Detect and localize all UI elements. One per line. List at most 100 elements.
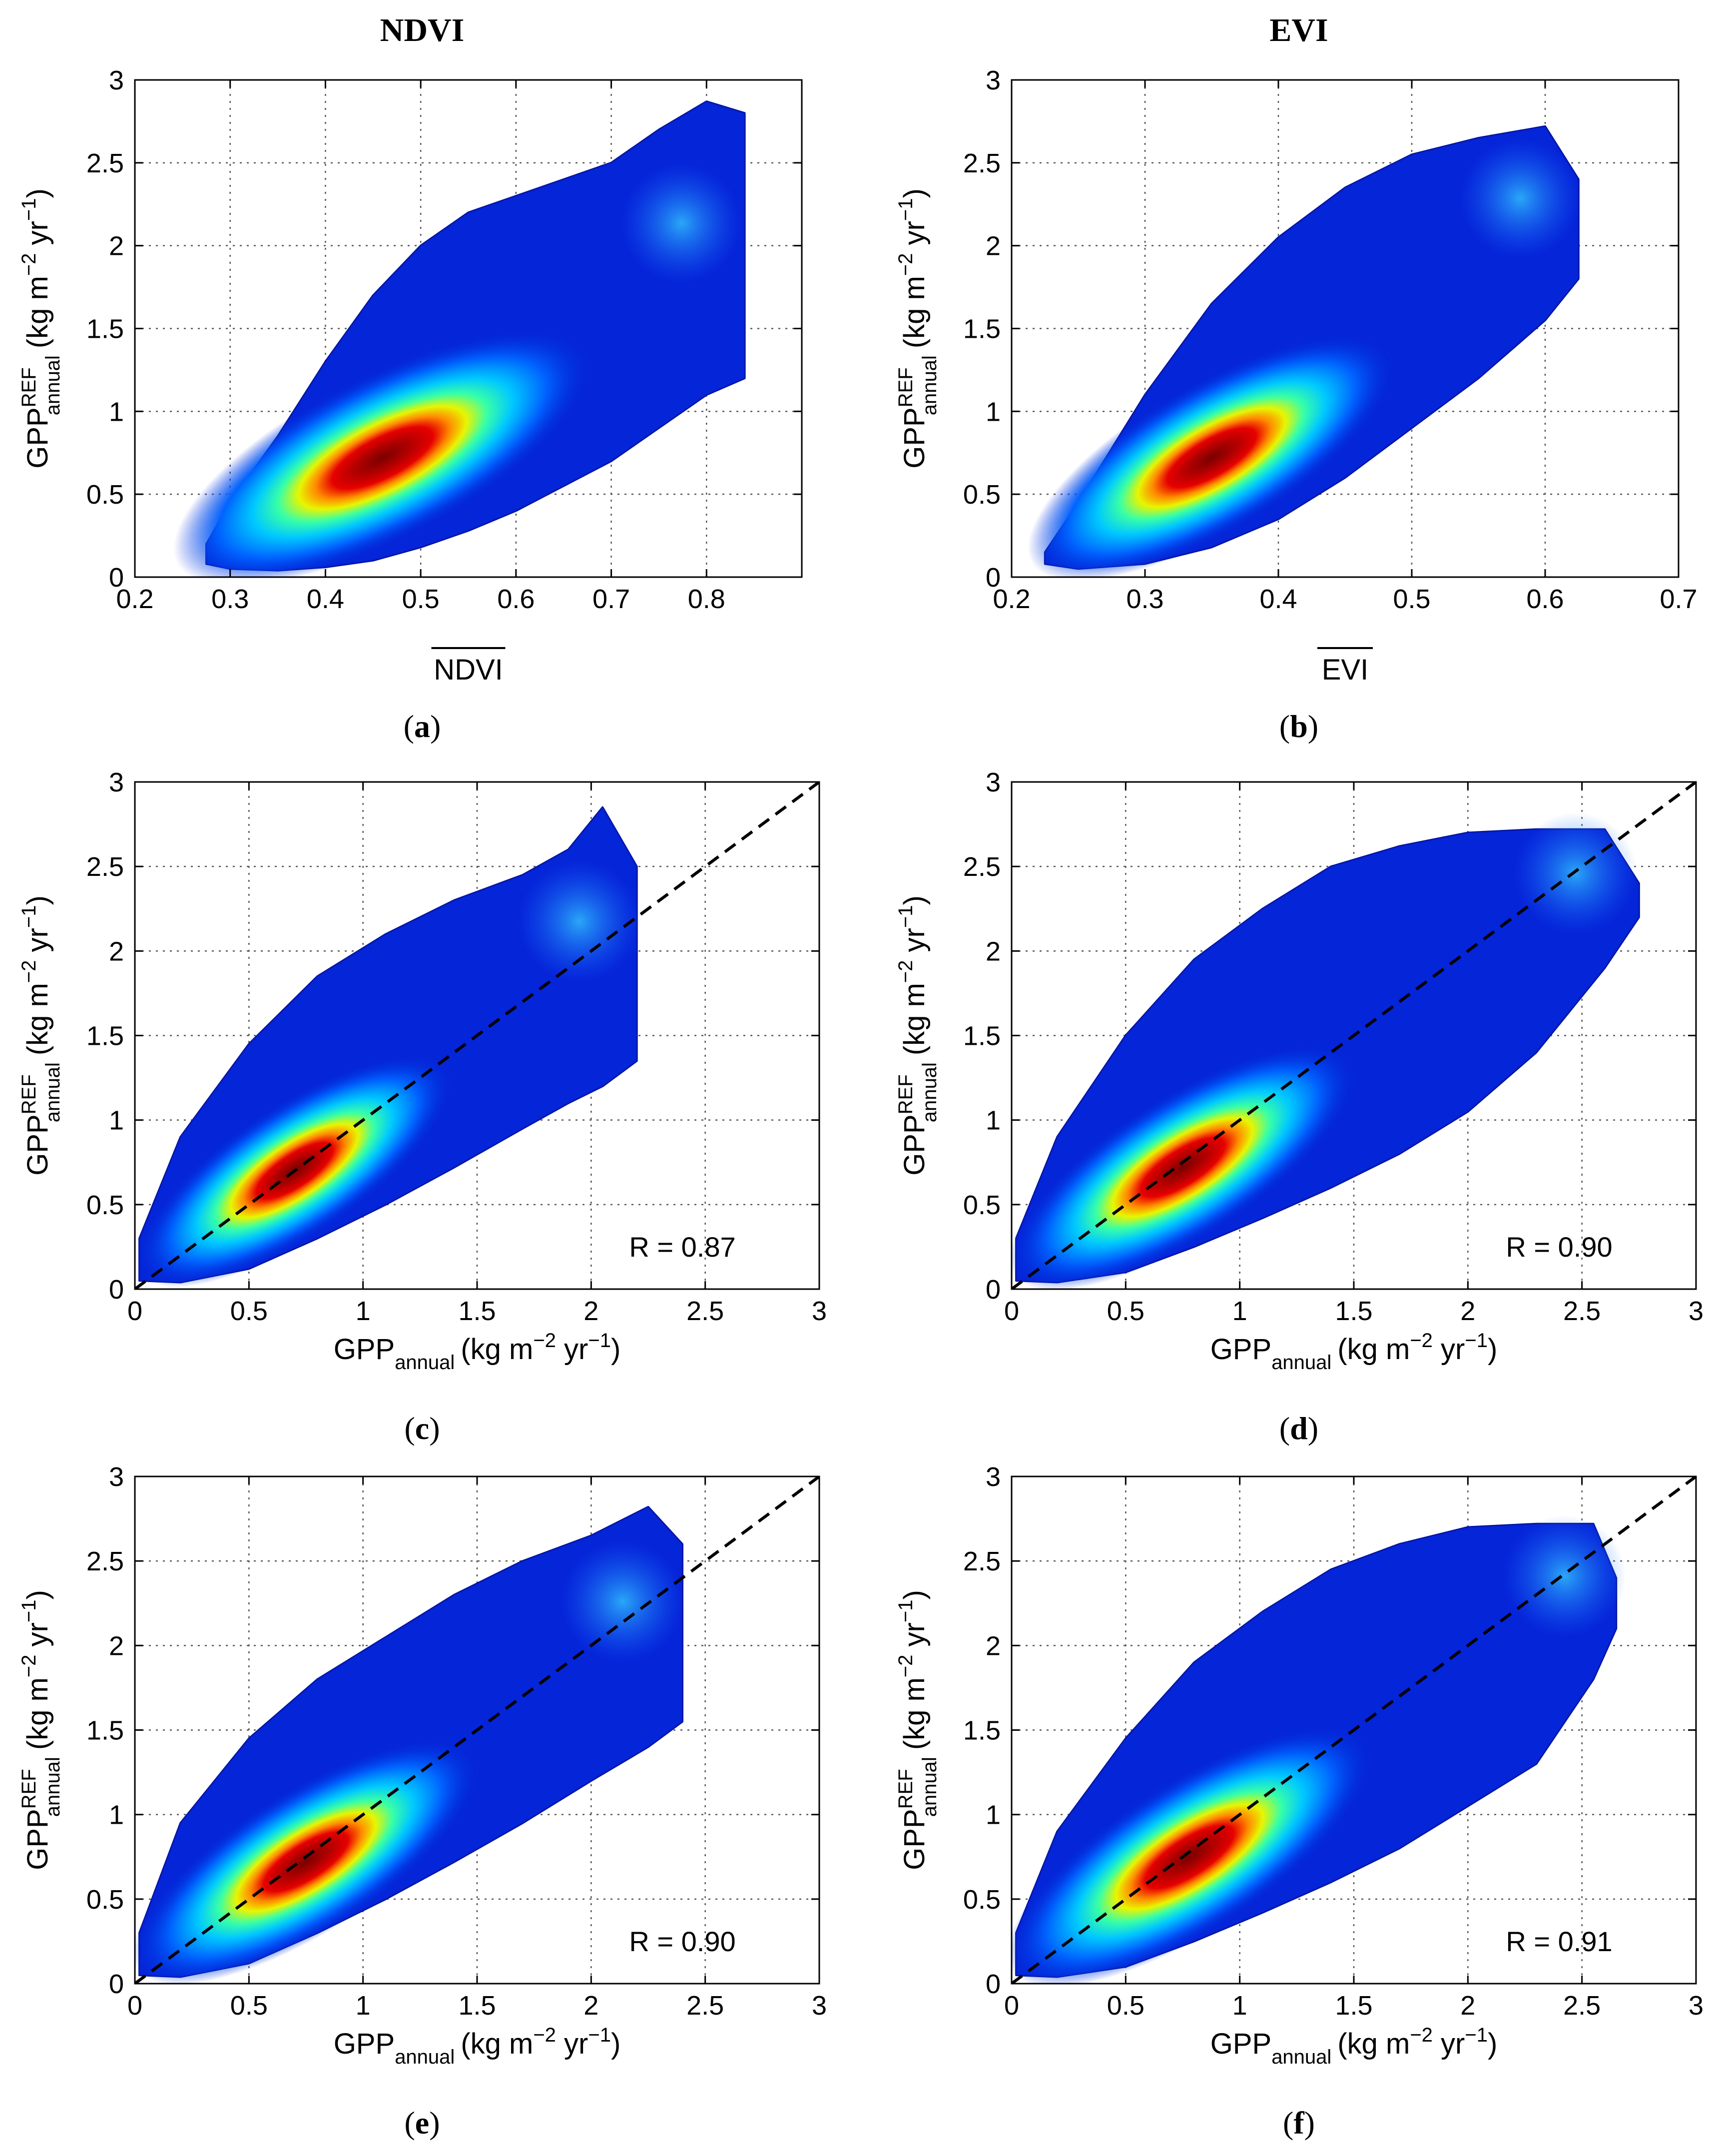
y-tick-label: 1.5 xyxy=(963,1716,1001,1746)
x-tick-label: 1.5 xyxy=(1335,1991,1372,2021)
y-tick-label: 1.5 xyxy=(86,314,124,344)
correlation-label: R = 0.90 xyxy=(1506,1231,1612,1263)
x-tick-label: 0.6 xyxy=(497,584,535,614)
y-tick-label: 0.5 xyxy=(86,1885,124,1915)
x-tick-label: 0 xyxy=(1004,1991,1019,2021)
panel-f: 0 0.5 1 1.5 2 2.5 3 0 0.5 1 1.5 2 2.5 3 GPPREF annual(k… xyxy=(895,1462,1704,2141)
one-to-one-line xyxy=(135,782,819,1289)
one-to-one-line xyxy=(135,1476,819,1984)
y-tick-label: 3 xyxy=(109,1462,124,1492)
x-tick-label: 1 xyxy=(356,1991,371,2021)
y-tick-label: 2 xyxy=(986,1631,1001,1661)
x-tick-label: 2.5 xyxy=(686,1296,724,1326)
x-tick-label: 0.2 xyxy=(116,584,153,614)
x-tick-label: 1.5 xyxy=(1335,1296,1372,1326)
x-tick-label: 2 xyxy=(1460,1296,1475,1326)
x-tick-label: 0 xyxy=(127,1296,142,1326)
y-tick-label: 1.5 xyxy=(963,1021,1001,1051)
y-tick-label: 0 xyxy=(109,563,124,593)
x-tick-label: 0.4 xyxy=(307,584,344,614)
panel-caption: (c) xyxy=(404,1411,440,1446)
density-cloud xyxy=(135,1505,684,1984)
y-tick-label: 2 xyxy=(109,1631,124,1661)
y-tick-label: 0.5 xyxy=(86,480,124,510)
y-tick-label: 1 xyxy=(986,1106,1001,1136)
density-core xyxy=(1012,1726,1373,1984)
y-tick-label: 1 xyxy=(109,1106,124,1136)
x-tick-label: 0.5 xyxy=(230,1991,268,2021)
x-tick-label: 0.5 xyxy=(1393,584,1430,614)
x-tick-label: 0 xyxy=(1004,1296,1019,1326)
x-tick-label: 1.5 xyxy=(458,1296,496,1326)
one-to-one-line xyxy=(1012,1476,1696,1984)
x-axis-label: GPPannual (kg m−2 yr−1) xyxy=(334,1330,621,1374)
y-tick-label: 0 xyxy=(109,1275,124,1305)
y-tick-label: 0 xyxy=(986,1275,1001,1305)
ticks: 0 0.5 1 1.5 2 2.5 3 0 0.5 1 1.5 2 2.5 3 xyxy=(86,1462,827,2021)
x-tick-label: 1.5 xyxy=(458,1991,496,2021)
panel-a: 0.2 0.3 0.4 0.5 0.6 0.7 0.8 0 0.5 1 1.5 2 2.5 3 GPPREF… xyxy=(18,65,803,744)
density-hotspot xyxy=(621,163,742,283)
y-tick-label: 0 xyxy=(109,1969,124,1999)
y-tick-label: 0.5 xyxy=(86,1190,124,1220)
y-tick-label: 1 xyxy=(109,1800,124,1830)
panel-b: 0.2 0.3 0.4 0.5 0.6 0.7 0 0.5 1 1.5 2 2.5 3 GPPREF ann… xyxy=(895,65,1698,744)
ticks: 0 0.5 1 1.5 2 2.5 3 0 0.5 1 1.5 2 2.5 3 xyxy=(963,1462,1704,2021)
ticks: 0 0.5 1 1.5 2 2.5 3 0 0.5 1 1.5 2 2.5 3 xyxy=(963,767,1704,1326)
x-tick-label: 2.5 xyxy=(1563,1296,1601,1326)
x-tick-label: 3 xyxy=(1689,1296,1704,1326)
density-core xyxy=(1028,334,1396,577)
x-tick-label: 0.2 xyxy=(993,584,1030,614)
density-cloud xyxy=(173,100,746,577)
density-hotspot xyxy=(561,1540,684,1663)
y-tick-label: 0 xyxy=(986,1969,1001,1999)
panel-caption: (e) xyxy=(404,2105,440,2141)
x-tick-label: 2 xyxy=(583,1991,598,2021)
y-tick-label: 3 xyxy=(986,767,1001,797)
y-tick-label: 1.5 xyxy=(86,1021,124,1051)
y-tick-label: 2.5 xyxy=(86,148,124,178)
x-tick-label: 2 xyxy=(583,1296,598,1326)
x-tick-label: 0.5 xyxy=(230,1296,268,1326)
y-tick-label: 3 xyxy=(986,65,1001,95)
x-tick-label: 0.7 xyxy=(592,584,630,614)
y-axis-label: GPPREF annual(kg m−2 yr−1) xyxy=(18,1590,64,1870)
y-tick-label: 1.5 xyxy=(86,1716,124,1746)
x-tick-label: 1 xyxy=(356,1296,371,1326)
y-tick-label: 2.5 xyxy=(86,1546,124,1576)
correlation-label: R = 0.91 xyxy=(1506,1926,1612,1957)
x-axis-label: EVI xyxy=(1322,654,1369,686)
panel-e: 0 0.5 1 1.5 2 2.5 3 0 0.5 1 1.5 2 2.5 3 GPPREF annual(k… xyxy=(18,1462,827,2141)
x-axis-label: NDVI xyxy=(434,654,503,686)
y-tick-label: 1.5 xyxy=(963,314,1001,344)
x-tick-label: 0.6 xyxy=(1526,584,1564,614)
density-core xyxy=(173,329,592,577)
one-to-one-line xyxy=(1012,782,1696,1289)
panel-caption: (f) xyxy=(1283,2105,1315,2141)
y-tick-label: 2.5 xyxy=(86,852,124,882)
column-title-evi: EVI xyxy=(1269,12,1328,48)
x-axis-label: GPPannual (kg m−2 yr−1) xyxy=(1210,2024,1498,2068)
y-tick-label: 2.5 xyxy=(963,852,1001,882)
column-title-ndvi: NDVI xyxy=(380,12,465,48)
x-tick-label: 0.3 xyxy=(1126,584,1163,614)
panel-caption: (d) xyxy=(1279,1411,1318,1446)
y-axis-label: GPPREF annual(kg m−2 yr−1) xyxy=(895,895,941,1176)
y-axis-label: GPPREF annual(kg m−2 yr−1) xyxy=(895,1590,941,1870)
x-tick-label: 3 xyxy=(812,1991,827,2021)
y-tick-label: 1 xyxy=(986,1800,1001,1830)
y-tick-label: 1 xyxy=(109,397,124,427)
y-axis-label: GPPREF annual(kg m−2 yr−1) xyxy=(18,188,64,469)
x-tick-label: 0.5 xyxy=(402,584,440,614)
density-cloud xyxy=(1012,1515,1627,1984)
x-tick-label: 1 xyxy=(1232,1296,1247,1326)
y-tick-label: 2 xyxy=(986,936,1001,966)
y-axis-label: GPPREF annual(kg m−2 yr−1) xyxy=(18,895,64,1176)
x-tick-label: 0.7 xyxy=(1660,584,1697,614)
x-axis-label: GPPannual (kg m−2 yr−1) xyxy=(1210,1330,1498,1374)
y-tick-label: 0 xyxy=(986,563,1001,593)
x-tick-label: 1 xyxy=(1232,1991,1247,2021)
y-tick-label: 2 xyxy=(109,936,124,966)
density-hotspot xyxy=(1503,1515,1627,1637)
y-tick-label: 0.5 xyxy=(963,1190,1001,1220)
